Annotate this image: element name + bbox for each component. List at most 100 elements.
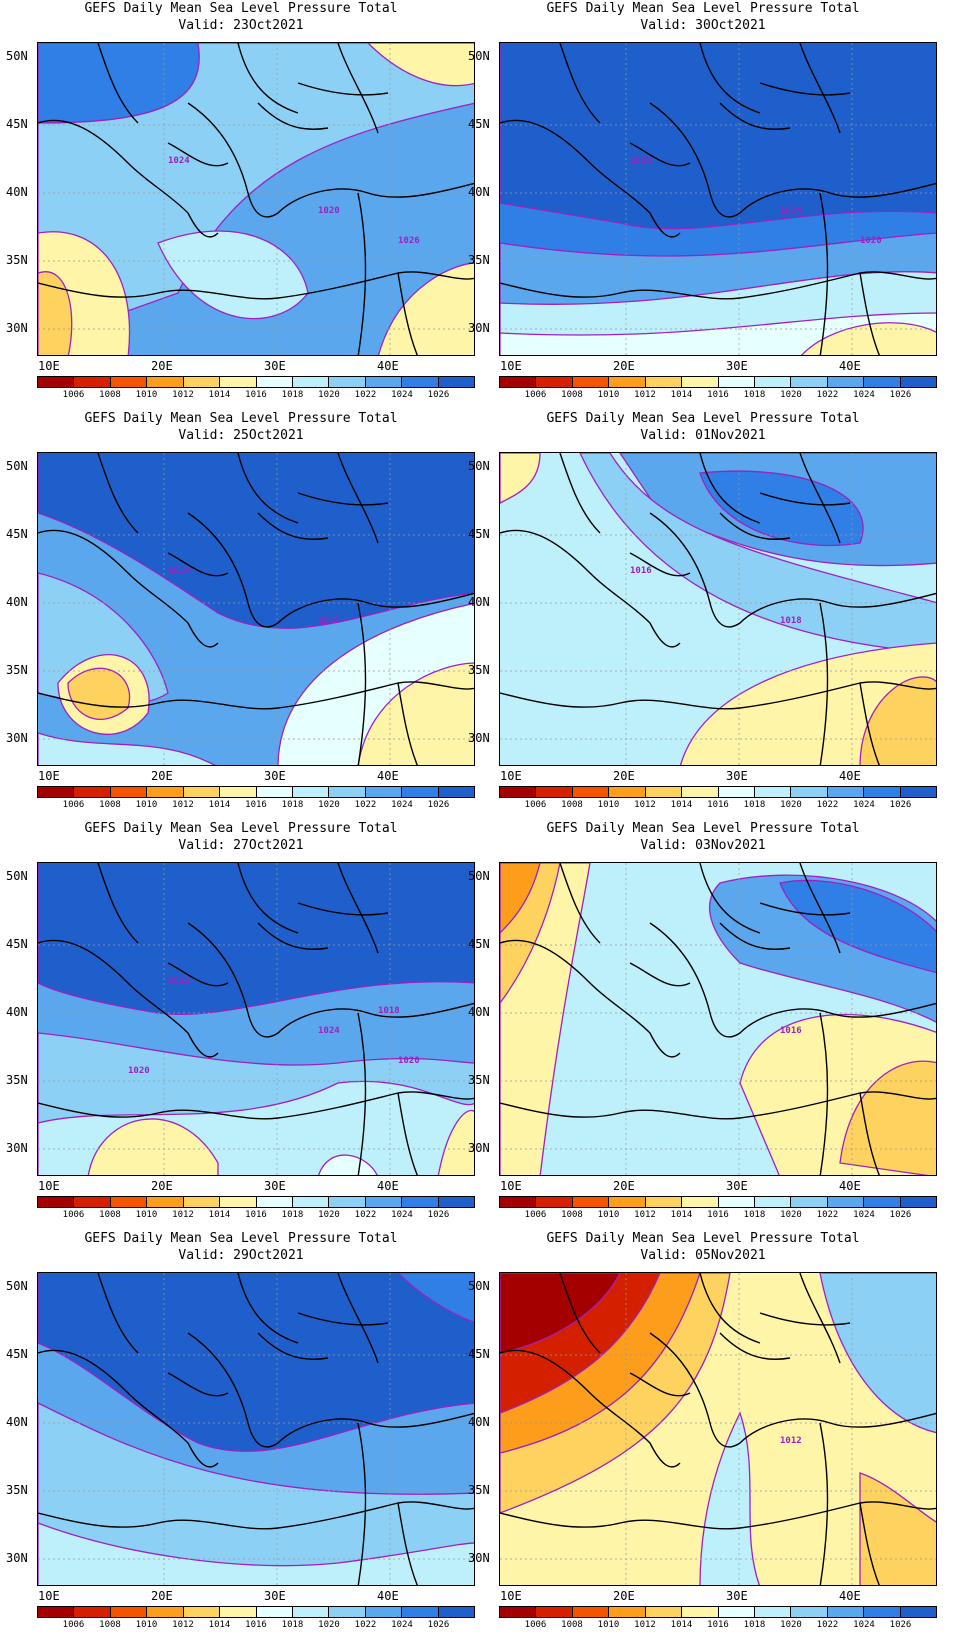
colorbar-label: 1012 xyxy=(172,390,194,400)
coastline xyxy=(859,682,880,765)
colorbar-swatch xyxy=(38,787,75,797)
colorbar-label: 1018 xyxy=(281,390,304,400)
isobar-region xyxy=(699,1411,761,1585)
pressure-map: 1012 xyxy=(499,1272,937,1586)
colorbar-swatch xyxy=(38,1197,75,1207)
latitude-label: 50N xyxy=(6,49,28,63)
latitude-label: 35N xyxy=(468,253,490,267)
longitude-label: 30E xyxy=(264,1589,286,1603)
latitude-label: 40N xyxy=(468,595,490,609)
colorbar-swatch xyxy=(572,1197,610,1207)
isobar-label: 1016 xyxy=(780,1026,802,1036)
colorbar-swatch xyxy=(292,1197,330,1207)
colorbar-swatch xyxy=(718,1197,755,1207)
isobar-region xyxy=(87,1118,219,1175)
colorbar-swatch xyxy=(754,377,792,387)
colorbar xyxy=(499,1606,937,1618)
isobar-label: 1020 xyxy=(128,1066,150,1076)
coastline xyxy=(38,1501,474,1530)
latitude-label: 35N xyxy=(6,1073,28,1087)
map-svg: 1012 xyxy=(500,1273,936,1585)
panel-title: GEFS Daily Mean Sea Level Pressure Total xyxy=(84,1,398,16)
colorbar-label: 1012 xyxy=(634,1620,656,1630)
colorbar-label: 1022 xyxy=(354,800,377,810)
coastline xyxy=(559,43,841,134)
colorbar-swatch xyxy=(572,377,610,387)
longitude-label: 40E xyxy=(839,1179,861,1193)
latitude-label: 45N xyxy=(468,117,490,131)
colorbar-swatch xyxy=(827,787,865,797)
longitude-label: 30E xyxy=(264,359,286,373)
colorbar-swatch xyxy=(256,787,293,797)
colorbar-label: 1020 xyxy=(780,800,802,810)
colorbar-label: 1024 xyxy=(391,1620,413,1630)
longitude-label: 30E xyxy=(726,359,748,373)
colorbar-swatch xyxy=(682,787,719,797)
colorbar-swatch xyxy=(183,377,221,387)
colorbar-swatch xyxy=(900,377,937,387)
colorbar-swatch xyxy=(500,377,537,387)
colorbar-label: 1006 xyxy=(524,800,547,810)
coastline xyxy=(38,939,219,1058)
coastline xyxy=(859,1092,880,1175)
colorbar-label: 1024 xyxy=(391,1210,413,1220)
colorbar-label: 1014 xyxy=(670,800,693,810)
colorbar-label: 1006 xyxy=(524,1620,547,1630)
coastline xyxy=(187,512,474,628)
longitude-label: 20E xyxy=(151,1179,173,1193)
coastline xyxy=(819,192,829,355)
colorbar-label: 1012 xyxy=(634,1210,656,1220)
colorbar-swatch xyxy=(220,1197,257,1207)
colorbar-label: 1024 xyxy=(853,1620,875,1630)
colorbar-label: 1020 xyxy=(318,1210,340,1220)
isobar-label: 1016 xyxy=(630,566,652,576)
longitude-label: 10E xyxy=(38,1589,60,1603)
isobar-region xyxy=(38,271,73,355)
colorbar-swatch xyxy=(900,1197,937,1207)
colorbar-label: 1020 xyxy=(780,1620,802,1630)
panel-title: GEFS Daily Mean Sea Level Pressure Total xyxy=(546,821,860,836)
isobar-region xyxy=(801,322,936,355)
colorbar-label: 1008 xyxy=(99,800,121,810)
colorbar-swatch xyxy=(74,1607,111,1617)
panel-title: GEFS Daily Mean Sea Level Pressure Total xyxy=(84,821,398,836)
colorbar-swatch xyxy=(402,1197,439,1207)
colorbar-label: 1026 xyxy=(889,1620,912,1630)
isobar-region xyxy=(318,1154,378,1175)
colorbar-swatch xyxy=(365,1607,403,1617)
longitude-label: 40E xyxy=(839,769,861,783)
colorbar-swatch xyxy=(609,787,646,797)
colorbar-label: 1010 xyxy=(597,390,620,400)
longitude-label: 20E xyxy=(613,359,635,373)
colorbar-label: 1008 xyxy=(561,800,583,810)
colorbar-swatch xyxy=(402,1607,439,1617)
isobar-label: 1018 xyxy=(378,1006,400,1016)
isobar-label: 1012 xyxy=(780,1436,802,1446)
colorbar-label: 1012 xyxy=(172,1210,194,1220)
colorbar-label: 1020 xyxy=(318,1620,340,1630)
colorbar-label: 1008 xyxy=(99,1210,121,1220)
colorbar-label: 1022 xyxy=(816,1620,839,1630)
panel-valid-date: Valid: 23Oct2021 xyxy=(178,18,304,33)
latitude-label: 30N xyxy=(468,1141,490,1155)
colorbar-swatch xyxy=(900,787,937,797)
colorbar-swatch xyxy=(110,787,148,797)
colorbar-label: 1010 xyxy=(135,1620,158,1630)
colorbar-label: 1010 xyxy=(597,800,620,810)
colorbar-label: 1012 xyxy=(634,390,656,400)
colorbar-label: 1008 xyxy=(561,1210,583,1220)
colorbar-swatch xyxy=(572,1607,610,1617)
isobar-region xyxy=(38,732,216,765)
colorbar-label: 1020 xyxy=(318,390,340,400)
coastline xyxy=(500,939,681,1058)
colorbar-label: 1018 xyxy=(743,390,766,400)
isobar-region xyxy=(859,676,936,765)
colorbar-label: 1024 xyxy=(853,390,875,400)
colorbar xyxy=(499,786,937,798)
longitude-label: 10E xyxy=(500,1179,522,1193)
coastline xyxy=(357,192,367,355)
colorbar-label: 1026 xyxy=(427,800,450,810)
coastline xyxy=(500,1349,681,1468)
coastline xyxy=(629,902,851,987)
colorbar-swatch xyxy=(292,1607,330,1617)
